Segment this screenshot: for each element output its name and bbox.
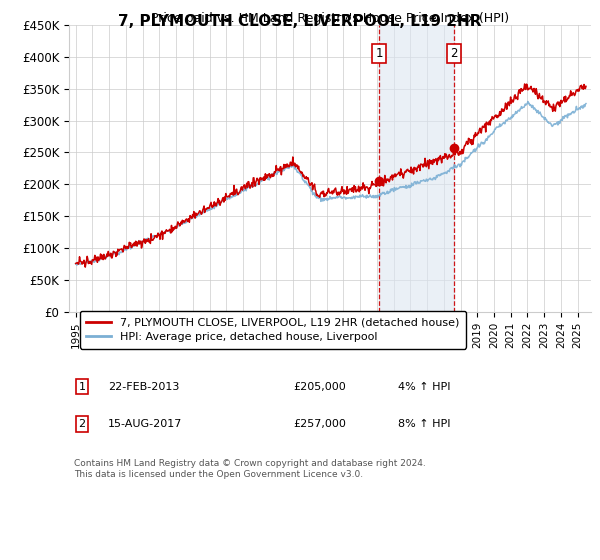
- Title: Price paid vs. HM Land Registry's House Price Index (HPI): Price paid vs. HM Land Registry's House …: [151, 12, 509, 25]
- Text: 4% ↑ HPI: 4% ↑ HPI: [398, 382, 451, 391]
- Text: 2: 2: [451, 48, 458, 60]
- Text: 15-AUG-2017: 15-AUG-2017: [108, 419, 182, 430]
- Text: £257,000: £257,000: [293, 419, 346, 430]
- Text: 2: 2: [79, 419, 86, 430]
- Text: £205,000: £205,000: [293, 382, 346, 391]
- Text: 1: 1: [375, 48, 383, 60]
- Legend: 7, PLYMOUTH CLOSE, LIVERPOOL, L19 2HR (detached house), HPI: Average price, deta: 7, PLYMOUTH CLOSE, LIVERPOOL, L19 2HR (d…: [80, 311, 466, 349]
- Text: 7, PLYMOUTH CLOSE, LIVERPOOL, L19 2HR: 7, PLYMOUTH CLOSE, LIVERPOOL, L19 2HR: [118, 14, 482, 29]
- Text: 1: 1: [79, 382, 86, 391]
- Text: 8% ↑ HPI: 8% ↑ HPI: [398, 419, 451, 430]
- Text: 22-FEB-2013: 22-FEB-2013: [108, 382, 179, 391]
- Text: Contains HM Land Registry data © Crown copyright and database right 2024.
This d: Contains HM Land Registry data © Crown c…: [74, 459, 426, 479]
